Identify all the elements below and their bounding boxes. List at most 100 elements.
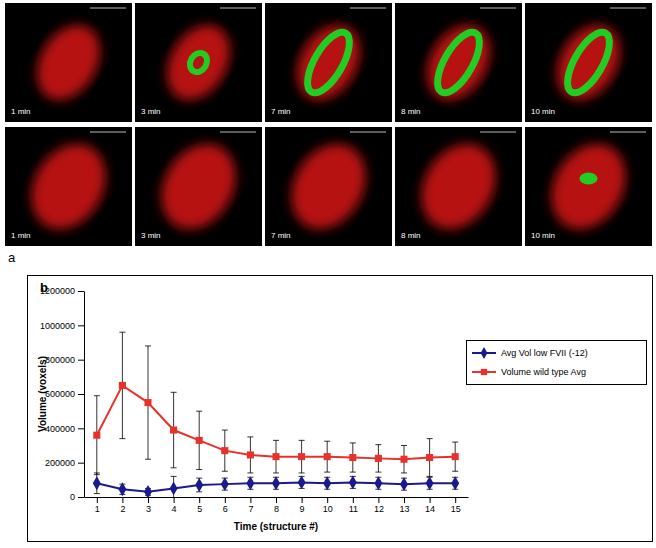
error-bar-part — [247, 436, 253, 437]
marker — [374, 476, 382, 490]
time-label: 7 min — [271, 231, 291, 240]
y-tick-label: 600000 — [45, 389, 75, 399]
x-tick-label: 2 — [120, 504, 125, 514]
frame-background — [395, 3, 522, 122]
x-axis-title: Time (structure #) — [234, 521, 318, 532]
frame-background — [5, 127, 132, 246]
error-bar — [94, 396, 100, 475]
error-bar — [350, 476, 356, 488]
marker — [400, 477, 408, 491]
error-bar-part — [350, 472, 356, 473]
x-tick-mark — [225, 497, 226, 503]
x-tick: 8 — [274, 497, 279, 514]
error-bar-part — [196, 411, 202, 412]
scale-bar — [480, 132, 516, 133]
marker — [452, 453, 459, 460]
legend: Avg Vol low FVII (-12)Volume wild type A… — [467, 341, 647, 385]
x-tick-mark — [199, 497, 200, 503]
x-tick-label: 4 — [172, 504, 177, 514]
error-bar — [401, 478, 407, 490]
x-tick-label: 9 — [300, 504, 305, 514]
x-tick-label: 6 — [223, 504, 228, 514]
marker — [170, 427, 177, 434]
x-tick-mark — [430, 497, 431, 503]
frame-background — [5, 3, 132, 122]
x-tick: 14 — [425, 497, 435, 514]
frame-background — [135, 3, 262, 122]
error-bar — [247, 437, 253, 473]
error-bar-part — [427, 476, 433, 477]
x-tick: 4 — [172, 497, 177, 514]
error-bar — [324, 441, 330, 472]
x-tick: 1 — [95, 497, 100, 514]
x-tick-mark — [148, 497, 149, 503]
error-bar-part — [171, 392, 177, 393]
x-tick: 11 — [349, 497, 358, 514]
error-bar — [273, 477, 279, 489]
scale-bar — [610, 8, 646, 9]
marker — [426, 476, 434, 490]
error-bar-part — [171, 467, 177, 468]
time-label: 1 min — [11, 231, 31, 240]
x-tick-mark — [276, 497, 277, 503]
frame-background — [265, 3, 392, 122]
error-bar — [299, 476, 305, 488]
x-tick: 7 — [248, 497, 253, 514]
x-tick-mark — [97, 497, 98, 503]
marker — [426, 454, 433, 461]
image-frame: 3 min — [135, 3, 262, 122]
x-tick-mark — [455, 497, 456, 503]
error-bar — [452, 442, 458, 471]
red-signal — [24, 14, 112, 111]
error-bar — [196, 411, 202, 469]
x-tick-label: 3 — [146, 504, 151, 514]
x-tick-label: 5 — [197, 504, 202, 514]
error-bar-part — [94, 474, 100, 475]
scale-bar — [480, 8, 516, 9]
frame-background — [525, 3, 652, 122]
y-tick-label: 200000 — [45, 458, 75, 468]
marker — [93, 476, 101, 490]
frame-background — [525, 127, 652, 246]
y-tick: 200000 — [45, 458, 84, 468]
x-tick-mark — [302, 497, 303, 503]
error-bar-part — [119, 332, 125, 333]
marker — [451, 476, 459, 490]
red-signal — [407, 131, 511, 243]
error-bar — [171, 392, 177, 468]
marker — [93, 432, 100, 439]
error-bar — [94, 473, 100, 494]
panel-a: 1 min3 min7 min8 min10 min1 min3 min7 mi… — [5, 3, 652, 246]
time-label: 3 min — [141, 231, 161, 240]
marker — [195, 478, 203, 492]
chart-border — [28, 276, 653, 542]
x-tick-label: 11 — [349, 504, 358, 514]
scale-bar — [350, 132, 386, 133]
time-label: 8 min — [401, 231, 421, 240]
x-tick: 12 — [374, 497, 384, 514]
legend-label: Volume wild type Avg — [501, 367, 586, 377]
x-tick: 15 — [451, 497, 461, 514]
error-bar-part — [401, 472, 407, 473]
marker — [119, 382, 126, 389]
scale-bar — [350, 8, 386, 9]
error-bar — [222, 478, 228, 490]
marker — [144, 399, 151, 406]
marker — [221, 447, 228, 454]
y-tick-label: 400000 — [45, 424, 75, 434]
legend-marker — [481, 369, 487, 375]
marker — [246, 476, 254, 490]
marker — [349, 476, 357, 490]
x-axis: 123456789101112131415 — [85, 497, 469, 514]
error-bar-part — [247, 472, 253, 473]
marker — [298, 453, 305, 460]
error-bar — [375, 477, 381, 489]
y-tick: 400000 — [45, 424, 84, 434]
green-signal — [299, 26, 357, 99]
x-tick-label: 1 — [95, 504, 100, 514]
x-tick-label: 12 — [374, 504, 384, 514]
frame-background — [265, 127, 392, 246]
marker — [400, 456, 407, 463]
green-signal — [580, 173, 598, 185]
error-bar-part — [427, 438, 433, 439]
